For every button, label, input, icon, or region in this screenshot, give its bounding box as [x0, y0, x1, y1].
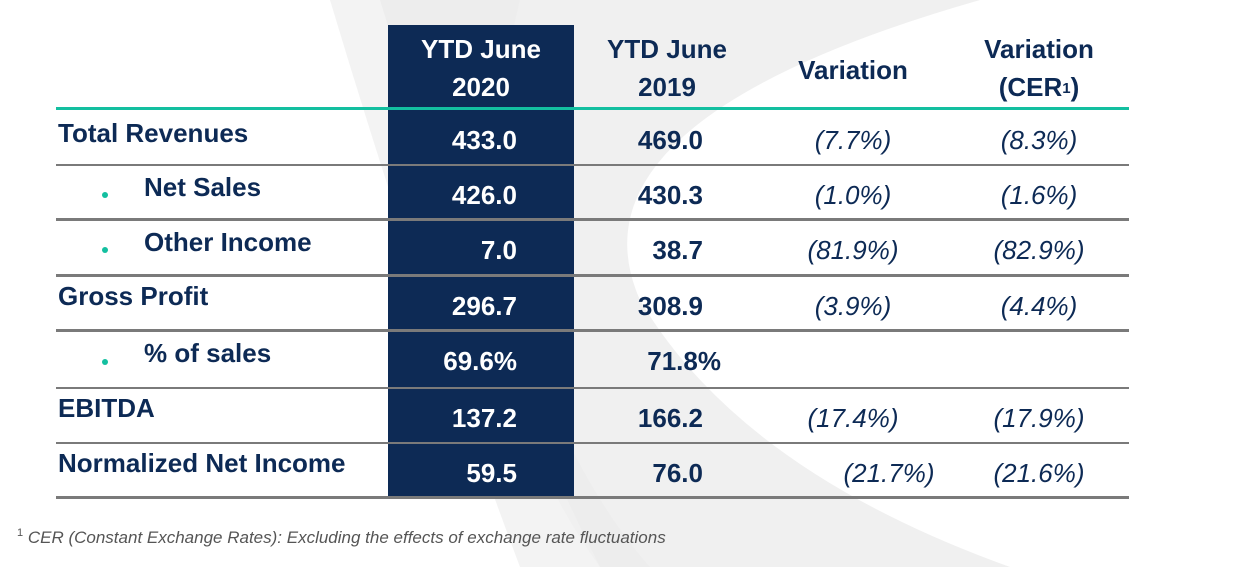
bullet-icon [102, 191, 108, 198]
header-ytd-2020-line2: 2020 [452, 72, 510, 102]
cell-variation: (3.9%) [814, 291, 892, 321]
footnote-text: CER (Constant Exchange Rates): Excluding… [23, 528, 666, 547]
highlight-column-2020 [388, 25, 574, 498]
background-swoosh-right [488, 0, 1010, 567]
cell-ytd-2019: 71.8% [647, 346, 721, 376]
cell-variation: (21.7%) [843, 458, 935, 488]
cell-variation: (17.4%) [807, 403, 899, 433]
cell-variation-cer: (4.4%) [1000, 291, 1078, 321]
header-variation: Variation [760, 51, 946, 89]
header-ytd-2020: YTD June 2020 [388, 30, 574, 106]
cell-ytd-2019: 166.2 [637, 403, 703, 433]
row-divider [56, 387, 1129, 389]
cell-ytd-2020: 59.5 [466, 458, 517, 488]
header-cer-text: (CER [998, 72, 1063, 102]
header-ytd-2019: YTD June 2019 [574, 30, 760, 106]
cell-ytd-2019: 430.3 [637, 180, 703, 210]
cell-variation: (1.0%) [814, 180, 892, 210]
footnote-marker: 1 [17, 527, 24, 539]
header-ytd-2020-line1: YTD June [421, 34, 541, 64]
row-label: % of sales [144, 338, 272, 368]
cell-ytd-2019: 38.7 [652, 235, 703, 265]
row-divider [56, 274, 1129, 277]
header-variation-cer-line1: Variation [984, 34, 1094, 64]
cell-variation: (7.7%) [814, 125, 892, 155]
cell-ytd-2020: 137.2 [451, 403, 517, 433]
cell-variation-cer: (8.3%) [1000, 125, 1078, 155]
row-divider [56, 329, 1129, 332]
row-divider [56, 442, 1129, 444]
row-label: Normalized Net Income [58, 448, 346, 478]
row-label: EBITDA [58, 393, 155, 423]
header-variation-label: Variation [798, 55, 908, 85]
header-ytd-2019-line1: YTD June [607, 34, 727, 64]
cell-ytd-2020: 296.7 [451, 291, 517, 321]
header-variation-cer: Variation (CER1) [946, 30, 1132, 106]
row-label: Net Sales [144, 172, 262, 202]
bullet-icon [102, 358, 108, 365]
footnote: 1 CER (Constant Exchange Rates): Excludi… [17, 527, 666, 548]
cell-variation: (81.9%) [807, 235, 899, 265]
row-label: Other Income [144, 227, 312, 257]
header-variation-cer-line2: (CER1) [946, 68, 1132, 106]
bullet-icon [102, 247, 108, 253]
row-divider [56, 218, 1129, 221]
cell-ytd-2020: 426.0 [451, 180, 517, 210]
cell-variation-cer: (1.6%) [1000, 180, 1078, 210]
cell-ytd-2020: 69.6% [443, 346, 517, 376]
cell-ytd-2020: 7.0 [480, 235, 517, 265]
row-divider [56, 496, 1129, 499]
financial-summary-table: YTD June 2020 YTD June 2019 Variation Va… [56, 0, 1129, 500]
header-cer-footnote-marker: 1 [1062, 80, 1071, 97]
header-cer-close: ) [1070, 72, 1080, 102]
row-divider [56, 164, 1129, 166]
row-label: Gross Profit [58, 281, 209, 311]
cell-ytd-2019: 308.9 [637, 291, 703, 321]
cell-variation-cer: (17.9%) [993, 403, 1085, 433]
header-divider [56, 107, 1129, 110]
cell-variation-cer: (21.6%) [993, 458, 1085, 488]
cell-ytd-2019: 469.0 [637, 125, 703, 155]
cell-variation-cer: (82.9%) [993, 235, 1085, 265]
cell-ytd-2020: 433.0 [451, 125, 517, 155]
header-ytd-2019-line2: 2019 [638, 72, 696, 102]
cell-ytd-2019: 76.0 [652, 458, 703, 488]
row-label: Total Revenues [58, 118, 249, 148]
